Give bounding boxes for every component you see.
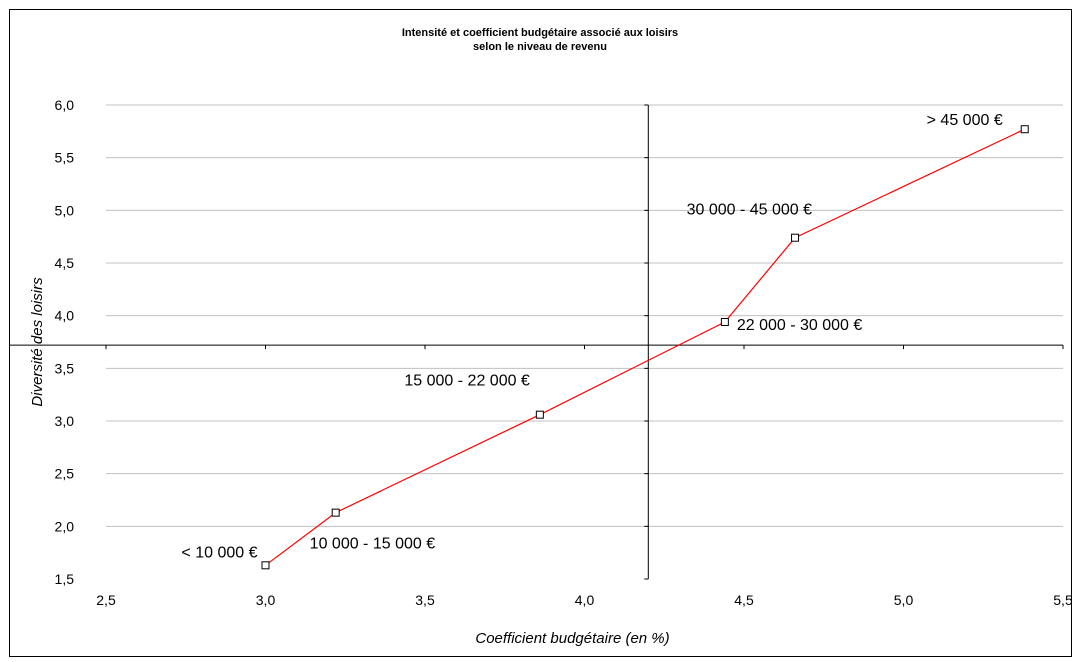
y-tick-labels: 1,5 2,0 2,5 3,0 3,5 4,0 4,5 5,0 5,5 6,0: [55, 97, 75, 587]
y-tick-label: 5,0: [55, 202, 75, 218]
x-tick-label: 2,5: [96, 592, 116, 608]
y-tick-label: 6,0: [55, 97, 75, 113]
gridlines: [106, 104, 1063, 527]
data-series: [261, 125, 1029, 570]
x-tick-label: 4,5: [734, 592, 754, 608]
data-point-label: > 45 000 €: [927, 112, 1003, 129]
data-point-label: 10 000 - 15 000 €: [310, 536, 436, 553]
chart-title: Intensité et coefficient budgétaire asso…: [402, 27, 678, 53]
y-tick-label: 4,0: [55, 308, 75, 324]
y-tick-label: 3,0: [55, 413, 75, 429]
y-tick-label: 1,5: [55, 571, 75, 587]
y-tick-label: 3,5: [55, 360, 75, 376]
chart-title-line: selon le niveau de revenu: [473, 41, 607, 53]
y-tick-label: 2,5: [55, 466, 75, 482]
x-tick-labels: 2,5 3,0 3,5 4,0 4,5 5,0 5,5: [96, 592, 1071, 608]
point-labels: < 10 000 € 10 000 - 15 000 € 15 000 - 22 0…: [181, 112, 1002, 561]
data-point-marker: [261, 561, 270, 570]
data-point-label: < 10 000 €: [181, 544, 257, 561]
data-point-marker: [1020, 125, 1029, 134]
chart-frame: Intensité et coefficient budgétaire asso…: [9, 9, 1072, 657]
x-tick-label: 4,0: [575, 592, 595, 608]
x-tick-label: 3,0: [256, 592, 276, 608]
data-point-marker: [720, 317, 729, 326]
y-axis-label: Diversité des loisirs: [29, 277, 46, 407]
y-tick-label: 4,5: [55, 255, 75, 271]
data-point-label: 22 000 - 30 000 €: [737, 317, 863, 334]
y-tick-label: 5,5: [55, 150, 75, 166]
data-point-label: 30 000 - 45 000 €: [687, 202, 813, 219]
data-point-marker: [331, 508, 340, 517]
axes: [10, 104, 1064, 580]
y-tick-label: 2,0: [55, 518, 75, 534]
data-point-marker: [791, 233, 800, 242]
chart: Intensité et coefficient budgétaire asso…: [10, 27, 1071, 647]
series-line: [265, 128, 1025, 566]
data-point-label: 15 000 - 22 000 €: [404, 373, 530, 390]
chart-title-line: Intensité et coefficient budgétaire asso…: [402, 27, 678, 39]
data-point-marker: [535, 410, 544, 419]
x-tick-label: 5,0: [894, 592, 914, 608]
x-tick-label: 5,5: [1053, 592, 1071, 608]
x-axis-label: Coefficient budgétaire (en %): [475, 630, 669, 647]
x-tick-label: 3,5: [415, 592, 435, 608]
